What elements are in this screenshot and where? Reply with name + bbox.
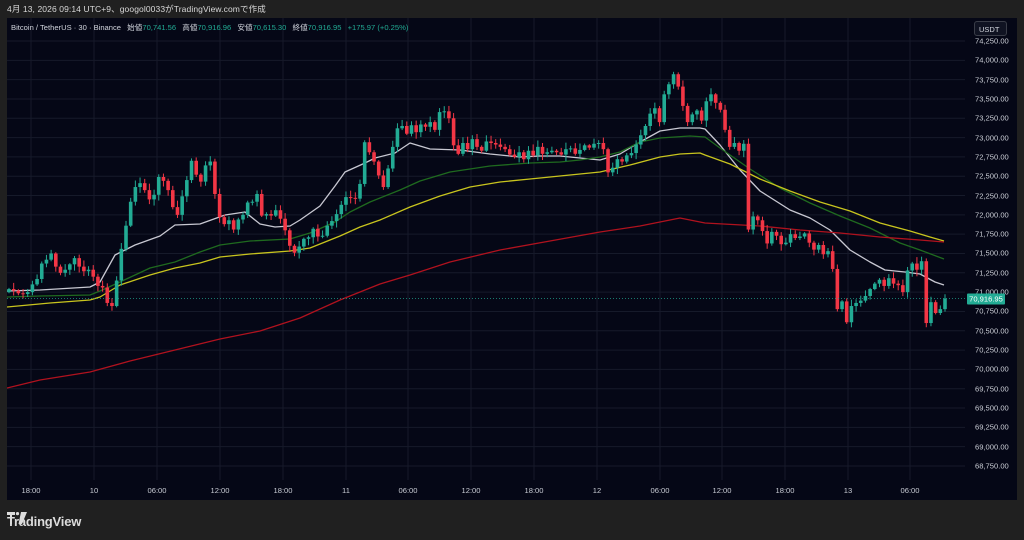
- time-tick-label: 18:00: [524, 486, 544, 495]
- time-tick-label: 06:00: [650, 486, 670, 495]
- tradingview-logo-icon: [7, 512, 27, 524]
- window-edge: [1017, 18, 1024, 500]
- price-tick-label: 70,750.00: [975, 306, 1009, 316]
- symbol-legend: Bitcoin / TetherUS · 30 · Binance 始値70,7…: [11, 22, 408, 33]
- price-tick-label: 73,000.00: [975, 133, 1009, 143]
- time-tick-label: 12: [592, 486, 602, 495]
- brand-name: TradingView: [7, 513, 82, 529]
- time-tick-label: 12:00: [712, 486, 732, 495]
- time-tick-label: 18:00: [775, 486, 795, 495]
- price-tick-label: 72,250.00: [975, 191, 1009, 201]
- open-value: 70,741.56: [142, 23, 177, 32]
- price-tick-label: 72,750.00: [975, 152, 1009, 162]
- price-tick-label: 69,750.00: [975, 384, 1009, 394]
- time-tick-label: 18:00: [21, 486, 41, 495]
- close-value: 70,916.95: [307, 23, 342, 32]
- time-tick-label: 06:00: [398, 486, 418, 495]
- open-label: 始値: [127, 23, 143, 32]
- symbol-name[interactable]: Bitcoin / TetherUS · 30 · Binance: [11, 23, 122, 32]
- low-value: 70,615.30: [252, 23, 287, 32]
- price-tick-label: 69,000.00: [975, 442, 1009, 452]
- price-tick-label: 72,500.00: [975, 171, 1009, 181]
- time-tick-label: 11: [342, 486, 350, 495]
- price-tick-label: 73,250.00: [975, 113, 1009, 123]
- candlestick-plot[interactable]: [7, 18, 1017, 500]
- footer-branding: TradingView: [7, 512, 81, 530]
- close-label: 終値: [292, 23, 308, 32]
- time-tick-label: 13: [843, 486, 853, 495]
- price-tick-label: 70,000.00: [975, 364, 1009, 374]
- price-tick-label: 74,250.00: [975, 36, 1009, 46]
- time-tick-label: 18:00: [273, 486, 293, 495]
- chart-pane[interactable]: Bitcoin / TetherUS · 30 · Binance 始値70,7…: [7, 18, 1017, 500]
- low-label: 安値: [237, 23, 253, 32]
- time-tick-label: 06:00: [900, 486, 920, 495]
- price-tick-label: 73,750.00: [975, 75, 1009, 85]
- price-tick-label: 71,750.00: [975, 229, 1009, 239]
- price-tick-label: 73,500.00: [975, 94, 1009, 104]
- high-value: 70,916.96: [197, 23, 232, 32]
- time-tick-label: 06:00: [147, 486, 167, 495]
- time-tick-label: 12:00: [210, 486, 230, 495]
- high-label: 高値: [182, 23, 198, 32]
- time-tick-label: 12:00: [461, 486, 481, 495]
- price-tick-label: 72,000.00: [975, 210, 1009, 220]
- price-tick-label: 70,500.00: [975, 326, 1009, 336]
- price-tick-label: 74,000.00: [975, 55, 1009, 65]
- chart-caption: 4月 13, 2026 09:14 UTC+9、googol0033がTradi…: [7, 4, 266, 14]
- price-tick-label: 69,250.00: [975, 422, 1009, 432]
- price-tick-label: 71,000.00: [975, 288, 1009, 297]
- price-tick-label: 68,750.00: [975, 461, 1009, 471]
- price-tick-label: 70,250.00: [975, 345, 1009, 355]
- time-tick-label: 10: [89, 486, 99, 495]
- change-value: +175.97 (+0.25%): [347, 23, 409, 32]
- last-price-label: 70,916.95: [967, 293, 1005, 305]
- price-tick-label: 71,500.00: [975, 248, 1009, 258]
- price-tick-label: 69,500.00: [975, 403, 1009, 413]
- price-tick-label: 71,250.00: [975, 268, 1009, 278]
- currency-button[interactable]: USDT: [974, 21, 1007, 36]
